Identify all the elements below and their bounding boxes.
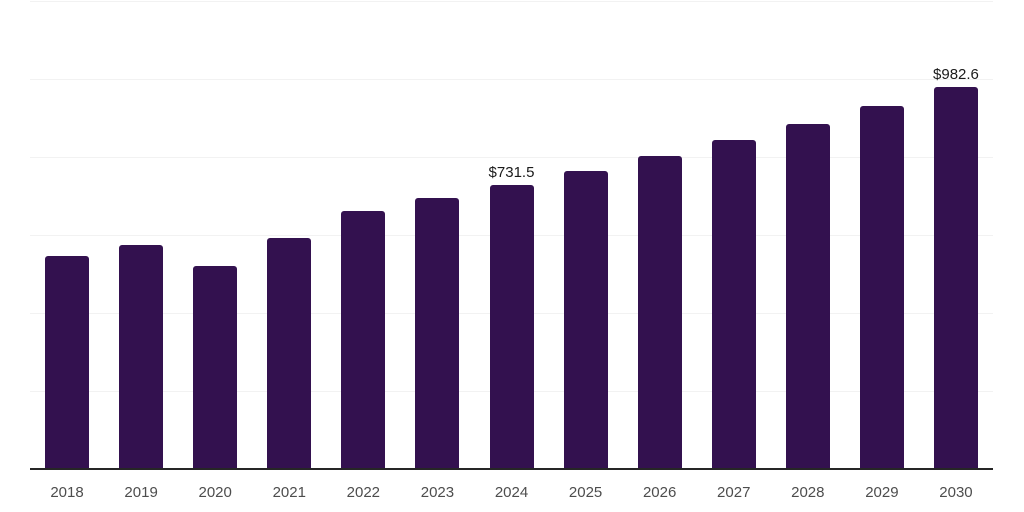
bar-2019: [119, 245, 164, 470]
x-tick-label-2028: 2028: [791, 484, 825, 501]
gridline-1000: [30, 79, 993, 80]
bar-slot-2018: [30, 2, 104, 470]
bar-2022: [341, 211, 386, 470]
bar-2020: [193, 265, 238, 470]
bar-2018: [45, 255, 90, 470]
bar-slot-2025: [549, 2, 623, 470]
x-tick-label-2026: 2026: [642, 484, 677, 501]
x-tick-label-2030: 2030: [939, 484, 973, 501]
bar-2029: [859, 105, 904, 470]
x-tick-label-2029: 2029: [865, 484, 899, 501]
bar-slot-2019: [104, 2, 178, 470]
gridline-800: [30, 157, 993, 159]
bar-slot-2030: $982.6: [919, 2, 993, 470]
bar-series: $731.5 $982.6: [30, 2, 993, 470]
bar-2028: [785, 123, 830, 470]
x-tick-label-2027: 2027: [717, 484, 751, 501]
x-tick-label-2025: 2025: [568, 484, 603, 501]
x-tick-label-2019: 2019: [124, 484, 158, 501]
bar-slot-2026: [623, 2, 697, 470]
bar-slot-2021: [252, 2, 326, 470]
bar-slot-2020: [178, 2, 252, 470]
plot-area: $731.5 $982.6: [30, 1, 993, 470]
bar-value-label-2024: $731.5: [488, 163, 535, 181]
bar-2024: [489, 184, 534, 470]
bar-slot-2029: [845, 2, 919, 470]
bar-2027: [711, 139, 756, 470]
bar-value-label-2030: $982.6: [933, 65, 979, 83]
bar-slot-2022: [326, 2, 400, 470]
bar-slot-2028: [771, 2, 845, 470]
x-axis-line: [30, 468, 993, 470]
bar-slot-2027: [697, 2, 771, 470]
x-tick-label-2018: 2018: [50, 484, 84, 501]
bar-2021: [267, 237, 312, 470]
gridline-1200: [30, 1, 993, 2]
bar-2026: [637, 155, 682, 470]
bar-slot-2024: $731.5: [474, 2, 548, 470]
x-tick-label-2021: 2021: [272, 484, 306, 501]
x-tick-label-2020: 2020: [198, 484, 232, 501]
bar-2025: [563, 170, 608, 470]
x-axis-labels: 2018 2019 2020 2021 2022 2023 2024 2025 2026 2027…: [30, 470, 993, 512]
x-tick-label-2022: 2022: [346, 484, 381, 501]
bar-2030: [933, 86, 978, 470]
x-tick-label-2024: 2024: [494, 484, 529, 501]
bar-2023: [415, 197, 460, 470]
bar-slot-2023: [400, 2, 474, 470]
x-tick-label-2023: 2023: [420, 484, 455, 501]
